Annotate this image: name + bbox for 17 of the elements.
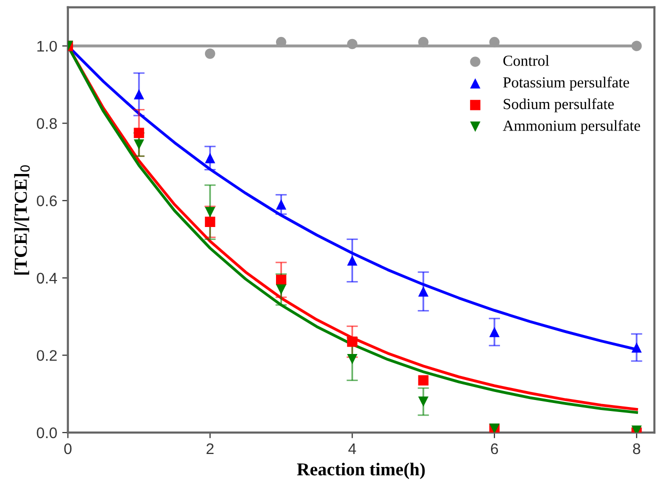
y-tick-label: 0.4 bbox=[36, 272, 58, 284]
legend-label: Potassium persulfate bbox=[503, 76, 630, 91]
x-tick-label: 2 bbox=[206, 443, 214, 454]
legend-label: Ammonium persulfate bbox=[502, 120, 640, 134]
y-tick-label: 1.0 bbox=[37, 40, 57, 52]
legend-label: Sodium persulfate bbox=[504, 98, 614, 112]
x-tick-label: 8 bbox=[633, 443, 640, 454]
x-tick-label: 6 bbox=[490, 443, 498, 454]
x-tick-label: 0 bbox=[64, 443, 72, 454]
y-tick-label: 0.2 bbox=[36, 350, 57, 361]
y-tick-label: 0.0 bbox=[36, 427, 57, 438]
x-tick-label: 4 bbox=[348, 444, 356, 454]
x-axis-title: Reaction time(h) bbox=[297, 462, 425, 480]
y-tick-label: 0.8 bbox=[36, 118, 57, 129]
y-axis-title: [TCE]/[TCE]$_{0}$ bbox=[14, 165, 30, 275]
legend-label: Control bbox=[503, 55, 550, 66]
y-tick-label: 0.6 bbox=[36, 195, 57, 206]
